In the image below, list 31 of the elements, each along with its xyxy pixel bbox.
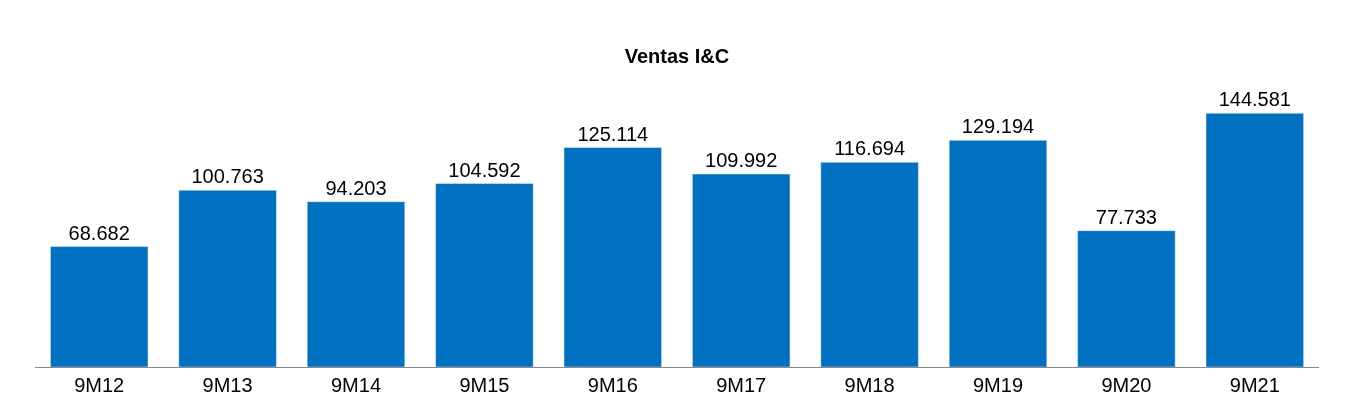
data-label: 100.763: [191, 165, 264, 188]
bar: [435, 183, 534, 367]
bar: [1077, 230, 1176, 367]
x-tick-label: 9M12: [74, 374, 125, 396]
bar: [563, 147, 662, 367]
bar: [820, 162, 919, 367]
bar: [692, 173, 791, 367]
bar: [50, 246, 149, 367]
data-label: 144.581: [1218, 88, 1291, 111]
bar: [306, 201, 406, 367]
x-tick-label: 9M16: [587, 374, 638, 396]
x-tick-label: 9M14: [330, 374, 382, 396]
data-label: 94.203: [325, 176, 387, 199]
data-label: 109.992: [705, 149, 778, 172]
data-label: 77.733: [1095, 205, 1157, 228]
x-tick-label: 9M17: [716, 374, 767, 396]
x-tick-label: 9M20: [1101, 374, 1152, 396]
x-tick-label: 9M19: [972, 374, 1024, 396]
chart-title: Ventas I&C: [624, 45, 730, 68]
data-label: 125.114: [577, 122, 649, 145]
data-label: 68.682: [68, 221, 130, 244]
bar: [178, 189, 277, 367]
bar: [948, 140, 1048, 367]
data-label: 116.694: [834, 137, 906, 160]
x-tick-label: 9M13: [202, 374, 253, 396]
x-tick-label: 9M21: [1229, 374, 1280, 396]
data-label: 104.592: [448, 158, 521, 181]
x-tick-label: 9M15: [459, 374, 510, 396]
data-label: 129.194: [961, 115, 1035, 138]
bar: [1205, 113, 1304, 367]
x-tick-label: 9M18: [844, 374, 895, 396]
